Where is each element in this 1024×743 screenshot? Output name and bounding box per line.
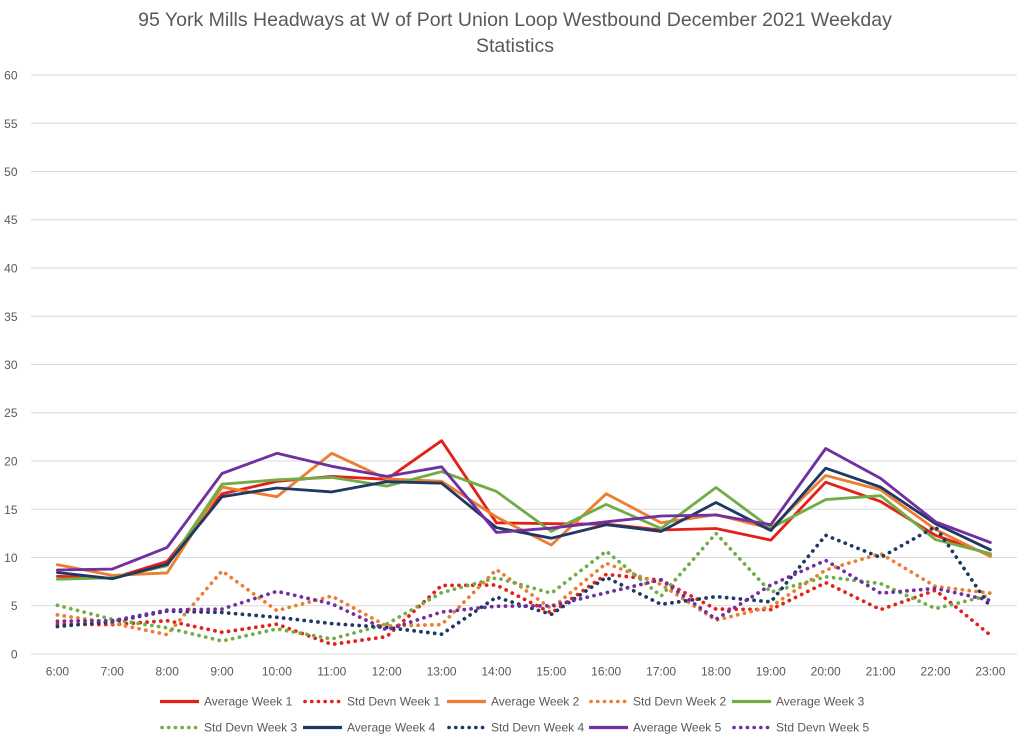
svg-text:12:00: 12:00	[372, 665, 402, 679]
svg-text:Std Devn Week 2: Std Devn Week 2	[633, 695, 726, 709]
svg-text:21:00: 21:00	[866, 665, 896, 679]
svg-text:Std Devn Week 5: Std Devn Week 5	[776, 721, 869, 735]
svg-text:23:00: 23:00	[975, 665, 1005, 679]
svg-text:8:00: 8:00	[156, 665, 180, 679]
svg-text:0: 0	[11, 648, 18, 662]
svg-text:16:00: 16:00	[591, 665, 621, 679]
svg-text:15:00: 15:00	[536, 665, 566, 679]
svg-text:7:00: 7:00	[101, 665, 125, 679]
svg-text:15: 15	[4, 503, 18, 517]
svg-text:55: 55	[4, 117, 18, 131]
svg-text:60: 60	[4, 69, 18, 83]
svg-text:Average Week 3: Average Week 3	[776, 695, 865, 709]
svg-text:Average Week 1: Average Week 1	[204, 695, 293, 709]
svg-text:30: 30	[4, 358, 18, 372]
svg-text:17:00: 17:00	[646, 665, 676, 679]
svg-text:20: 20	[4, 455, 18, 469]
svg-text:95 York Mills Headways at W of: 95 York Mills Headways at W of Port Unio…	[138, 9, 892, 31]
svg-text:9:00: 9:00	[210, 665, 234, 679]
svg-text:Std Devn Week 3: Std Devn Week 3	[204, 721, 297, 735]
svg-text:Average Week 5: Average Week 5	[633, 721, 722, 735]
svg-text:Average Week 4: Average Week 4	[347, 721, 436, 735]
svg-text:25: 25	[4, 406, 18, 420]
svg-text:Average Week 2: Average Week 2	[491, 695, 580, 709]
svg-text:10: 10	[4, 551, 18, 565]
svg-text:Std Devn Week 4: Std Devn Week 4	[491, 721, 584, 735]
svg-text:Std Devn Week 1: Std Devn Week 1	[347, 695, 440, 709]
svg-text:22:00: 22:00	[920, 665, 950, 679]
svg-text:6:00: 6:00	[46, 665, 70, 679]
svg-text:Statistics: Statistics	[476, 35, 554, 57]
svg-text:11:00: 11:00	[317, 665, 346, 679]
svg-text:18:00: 18:00	[701, 665, 731, 679]
svg-text:14:00: 14:00	[481, 665, 511, 679]
svg-text:35: 35	[4, 310, 18, 324]
svg-text:50: 50	[4, 165, 18, 179]
svg-text:20:00: 20:00	[811, 665, 841, 679]
svg-text:40: 40	[4, 262, 18, 276]
svg-text:19:00: 19:00	[756, 665, 786, 679]
svg-text:45: 45	[4, 213, 18, 227]
svg-text:10:00: 10:00	[262, 665, 292, 679]
svg-text:5: 5	[11, 599, 18, 613]
svg-text:13:00: 13:00	[427, 665, 457, 679]
